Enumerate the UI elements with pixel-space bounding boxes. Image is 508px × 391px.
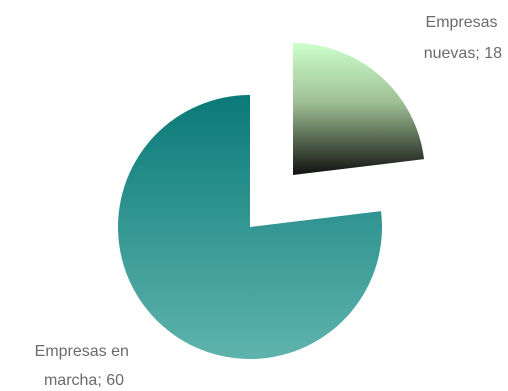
slice-label-empresas-en-marcha-line1: Empresas en xyxy=(35,343,129,360)
slice-label-empresas-en-marcha: Empresas en marcha; 60 xyxy=(35,343,134,389)
slice-label-empresas-en-marcha-line2: marcha; 60 xyxy=(44,372,124,389)
slice-label-empresas-nuevas-line1: Empresas xyxy=(426,14,498,31)
pie-slice-empresas-nuevas xyxy=(293,43,425,175)
pie-slice-empresas-en-marcha xyxy=(118,95,383,359)
slice-label-empresas-nuevas: Empresas nuevas; 18 xyxy=(424,14,502,62)
slice-label-empresas-nuevas-line2: nuevas; 18 xyxy=(424,45,502,62)
